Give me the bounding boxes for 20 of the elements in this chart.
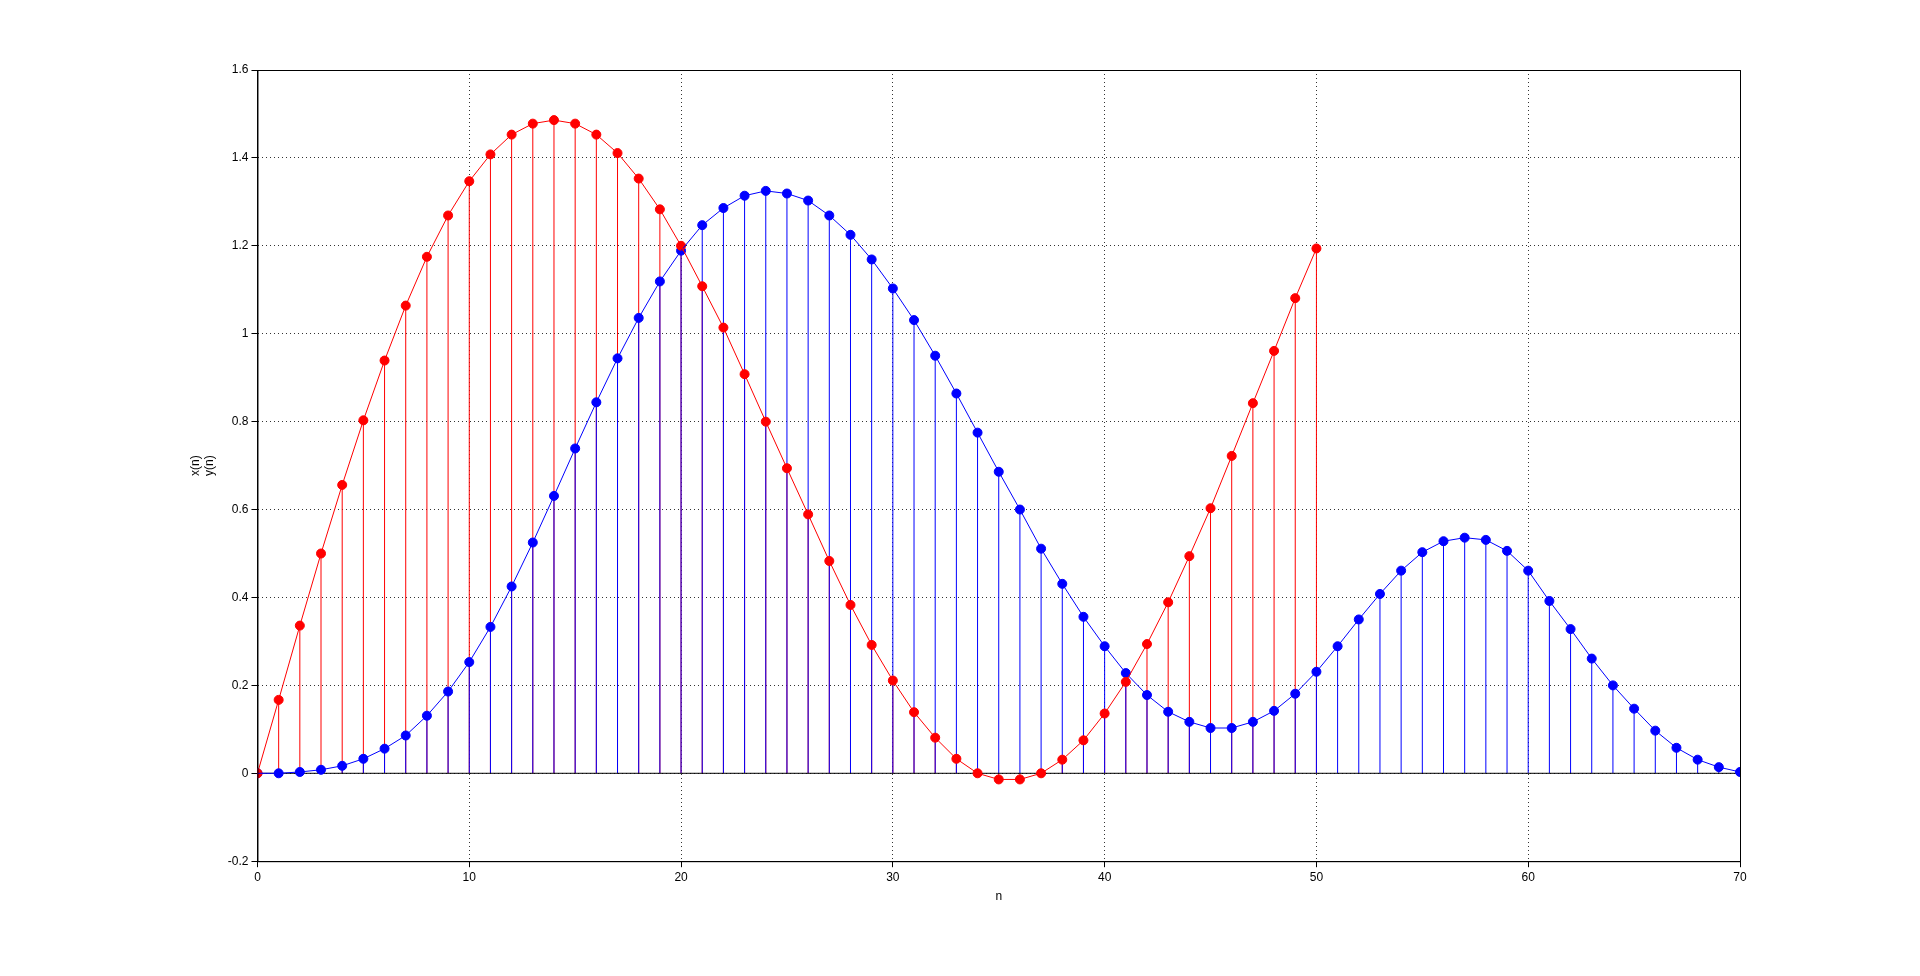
y-tick-label: 0 bbox=[241, 765, 249, 780]
x-tick-label: 10 bbox=[462, 869, 477, 884]
x-axis-title: n bbox=[995, 889, 1003, 904]
y-axis-title: x(n) y(n) bbox=[187, 455, 216, 476]
y-tick-label: 1 bbox=[241, 326, 249, 341]
y-tick-label: 1.2 bbox=[231, 238, 249, 253]
y-tick-label: -0.2 bbox=[227, 853, 249, 868]
x-tick-label: 70 bbox=[1733, 869, 1747, 884]
x-tick-label: 60 bbox=[1521, 869, 1536, 884]
y-tick-label: 1.4 bbox=[231, 150, 249, 165]
y-tick-label: 0.6 bbox=[231, 501, 249, 516]
y-tick-label: 0.4 bbox=[231, 589, 249, 604]
x-tick-label: 40 bbox=[1097, 869, 1112, 884]
x-tick-label: 30 bbox=[886, 869, 900, 884]
y-tick-label: 0.2 bbox=[231, 677, 249, 692]
x-tick-label: 20 bbox=[674, 869, 689, 884]
x-tick-label: 0 bbox=[254, 869, 262, 884]
y-tick-label: 0.8 bbox=[231, 413, 249, 428]
y-tick-label: 1.6 bbox=[231, 62, 249, 77]
x-tick-label: 50 bbox=[1309, 869, 1324, 884]
